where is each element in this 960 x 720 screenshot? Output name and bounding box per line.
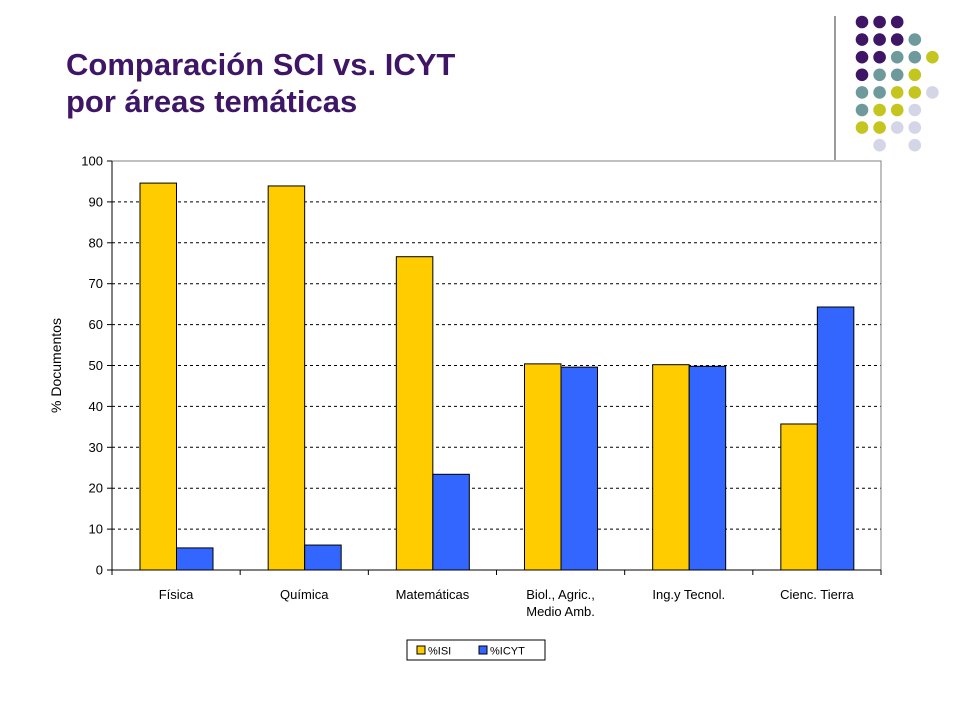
bar-icyt — [688, 365, 727, 571]
bar-icyt — [560, 366, 598, 571]
decorative-dot — [873, 138, 886, 152]
decorative-dot — [890, 33, 904, 46]
bar-isi — [652, 364, 690, 571]
decorative-dot — [908, 68, 922, 82]
y-axis-title: % Documentos — [48, 318, 64, 413]
x-category-label: Física — [159, 587, 194, 602]
plot-area — [111, 160, 882, 571]
slide-title-line-2: por áreas temáticas — [66, 84, 358, 119]
decorative-dot — [855, 68, 869, 82]
decorative-dot — [890, 103, 904, 117]
decorative-dot — [855, 121, 869, 134]
decorative-dot — [855, 86, 869, 99]
legend-box — [406, 639, 546, 661]
bar-isi — [139, 182, 177, 571]
decorative-dot — [890, 121, 904, 134]
decorative-dot — [855, 103, 869, 117]
bar-icyt — [176, 547, 214, 571]
slide-title-line-1: Comparación SCI vs. ICYT — [66, 47, 456, 82]
y-tick-label: 70 — [89, 276, 103, 291]
y-tick-label: 90 — [89, 194, 103, 209]
bar-icyt — [304, 544, 342, 571]
decorative-dot — [908, 103, 922, 117]
decorative-dot — [873, 50, 886, 64]
decorative-dot — [855, 15, 869, 29]
bar-isi — [267, 185, 306, 571]
decorative-dot — [926, 50, 939, 64]
decorative-dot — [855, 33, 869, 46]
y-tick-label: 20 — [89, 481, 103, 496]
decorative-dot — [890, 86, 904, 99]
decorative-dot — [908, 86, 922, 99]
y-tick-label: 30 — [89, 440, 103, 455]
legend-label: %ICYT — [490, 646, 525, 658]
decorative-dot — [890, 50, 904, 64]
bar-icyt — [816, 306, 855, 571]
x-category-label: Matemáticas — [396, 587, 470, 602]
y-tick-label: 80 — [89, 235, 103, 250]
bar-isi — [780, 423, 818, 571]
x-category-label: Medio Amb. — [526, 604, 595, 619]
x-category-label: Química — [280, 587, 329, 602]
slide-title: Comparación SCI vs. ICYT por áreas temát… — [66, 46, 455, 120]
chart-legend: %ISI %ICYT — [406, 639, 546, 661]
x-category-label: Biol., Agric., — [526, 587, 595, 602]
bar-icyt — [432, 473, 470, 571]
bar-isi — [395, 256, 434, 571]
decorative-dot — [908, 138, 922, 152]
decorative-dot — [873, 121, 886, 134]
decorative-dot — [873, 103, 886, 117]
decorative-dot — [873, 68, 886, 82]
decorative-dot — [926, 86, 939, 99]
legend-label: %ISI — [428, 646, 451, 658]
decorative-dot — [908, 50, 922, 64]
decorative-dot — [908, 33, 922, 46]
decorative-dot — [873, 33, 886, 46]
decorative-dot — [890, 68, 904, 82]
y-tick-label: 40 — [89, 399, 103, 414]
decorative-dot — [873, 15, 886, 29]
y-tick-label: 100 — [81, 154, 103, 169]
y-tick-label: 10 — [89, 522, 103, 537]
decorative-dot-pattern — [855, 15, 939, 152]
decorative-dot — [908, 121, 922, 134]
decorative-divider-line — [834, 16, 836, 160]
x-category-label: Ing.y Tecnol. — [652, 587, 725, 602]
legend-swatch — [478, 645, 488, 655]
y-tick-label: 60 — [89, 317, 103, 332]
y-tick-label: 0 — [96, 563, 103, 578]
y-tick-label: 50 — [89, 358, 103, 373]
decorative-dot — [890, 15, 904, 29]
x-category-label: Cienc. Tierra — [780, 587, 854, 602]
decorative-dot — [873, 86, 886, 99]
decorative-dot — [855, 50, 869, 64]
bar-isi — [524, 363, 562, 571]
legend-swatch — [416, 645, 426, 655]
